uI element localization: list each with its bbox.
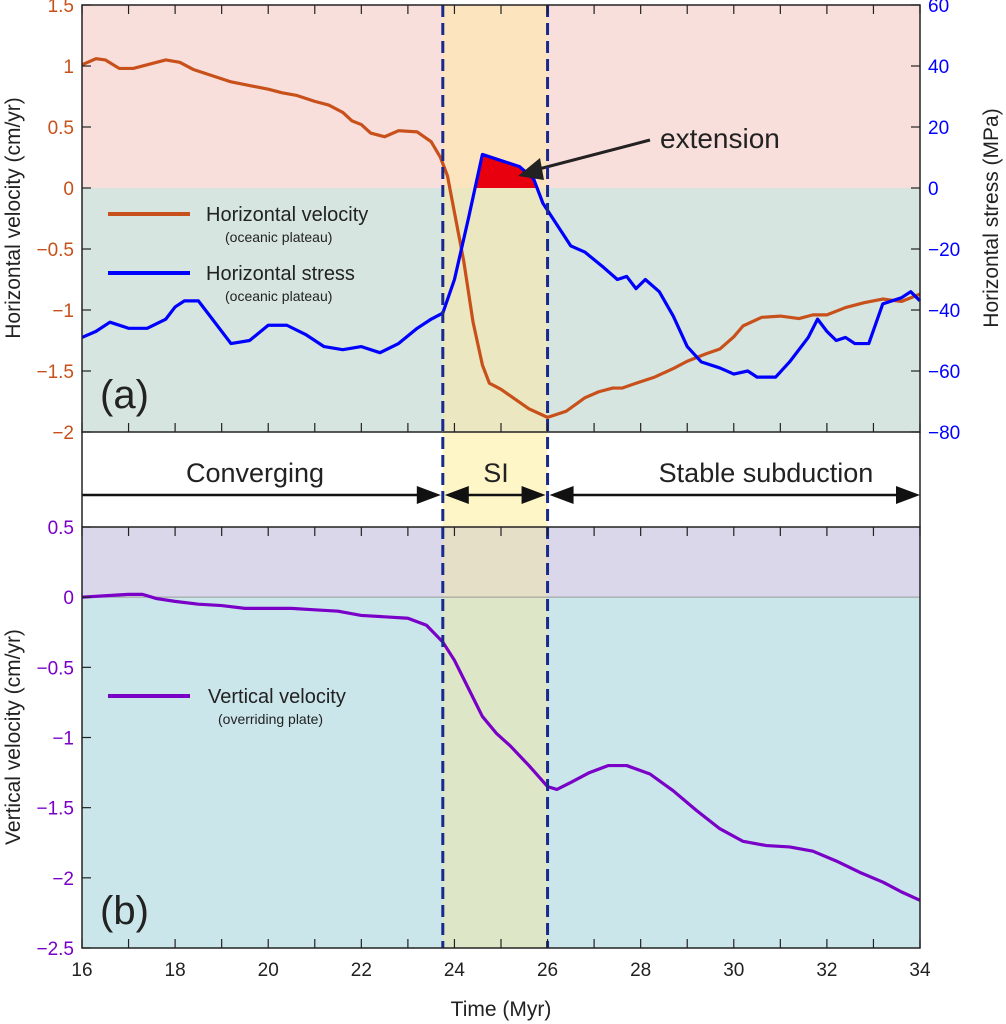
y-left-top-tick-label: −2 bbox=[52, 423, 74, 444]
y-left-bottom-tick-label: −1.5 bbox=[36, 799, 74, 820]
si-arrow-head-left bbox=[444, 486, 469, 504]
y-left-bottom-tick-label: −2 bbox=[52, 869, 74, 890]
vertical-velocity-line bbox=[81, 592, 921, 902]
y-left-bottom-tick-label: 0 bbox=[63, 588, 74, 609]
y-right-top-tick-label: 0 bbox=[928, 179, 939, 200]
extension-annotation: extension bbox=[660, 123, 780, 154]
y-right-top-tick-label: −80 bbox=[928, 423, 960, 444]
x-axis-title: Time (Myr) bbox=[451, 998, 552, 1021]
y-left-top-tick-label: 0.5 bbox=[48, 118, 74, 139]
y-left-top-tick-label: −0.5 bbox=[36, 240, 74, 261]
y-left-title-bottom: Vertical velocity (cm/yr) bbox=[2, 629, 25, 845]
y-left-top-tick-label: −1.5 bbox=[36, 362, 74, 383]
stable-arrow-head-right bbox=[896, 486, 920, 504]
stable-arrow-head-left bbox=[549, 486, 574, 504]
x-tick-label: 22 bbox=[351, 960, 372, 981]
y-right-top-tick-label: −20 bbox=[928, 240, 960, 261]
legend-stress-label: Horizontal stress bbox=[206, 263, 355, 285]
y-left-top-tick-label: −1 bbox=[52, 301, 74, 322]
y-left-top-tick-label: 1.5 bbox=[48, 0, 74, 17]
x-tick-label: 30 bbox=[723, 960, 744, 981]
y-left-title-top: Horizontal velocity (cm/yr) bbox=[2, 97, 25, 339]
y-right-top-tick-label: 20 bbox=[928, 118, 949, 139]
converging-arrow-head bbox=[416, 486, 441, 504]
x-tick-label: 24 bbox=[444, 960, 466, 981]
legend-vertical-sub: (overriding plate) bbox=[218, 711, 323, 727]
bottom-positive-region bbox=[82, 527, 920, 598]
legend-velocity-sub: (oceanic plateau) bbox=[225, 229, 332, 245]
y-right-title-top: Horizontal stress (MPa) bbox=[980, 108, 1003, 327]
legend-stress-sub: (oceanic plateau) bbox=[225, 288, 332, 304]
x-tick-label: 16 bbox=[71, 960, 92, 981]
x-tick-label: 32 bbox=[816, 960, 837, 981]
extension-arrow-head bbox=[518, 158, 544, 180]
y-right-top-tick-label: −40 bbox=[928, 301, 960, 322]
legend-vertical-label: Vertical velocity bbox=[208, 686, 346, 708]
si-arrow-head-right bbox=[521, 486, 546, 504]
phase-label-converging: Converging bbox=[186, 458, 324, 488]
y-left-bottom-tick-label: 0.5 bbox=[48, 518, 74, 539]
bottom-negative-region bbox=[82, 597, 920, 948]
x-tick-label: 28 bbox=[630, 960, 651, 981]
x-tick-label: 18 bbox=[165, 960, 186, 981]
y-right-top-tick-label: −60 bbox=[928, 362, 960, 383]
extension-fill bbox=[475, 154, 538, 188]
extension-arrow-shaft bbox=[534, 138, 651, 172]
y-left-bottom-tick-label: −2.5 bbox=[36, 939, 74, 960]
x-tick-label: 20 bbox=[258, 960, 279, 981]
legend-velocity-label: Horizontal velocity bbox=[206, 204, 368, 226]
y-left-top-tick-label: 0 bbox=[63, 179, 74, 200]
y-right-top-tick-label: 60 bbox=[928, 0, 949, 17]
panel-a-label: (a) bbox=[100, 373, 149, 417]
phase-label-si: SI bbox=[483, 458, 509, 488]
si-band-bottom bbox=[442, 527, 548, 948]
y-right-top-tick-label: 40 bbox=[928, 57, 949, 78]
si-band-middle bbox=[442, 432, 548, 527]
y-left-top-tick-label: 1 bbox=[63, 57, 74, 78]
x-tick-label: 34 bbox=[909, 960, 931, 981]
phase-label-stable: Stable subduction bbox=[659, 458, 874, 488]
y-left-bottom-tick-label: −1 bbox=[52, 729, 74, 750]
panel-b-label: (b) bbox=[100, 889, 149, 933]
si-band-top bbox=[442, 5, 548, 432]
horizontal-velocity-line bbox=[81, 57, 921, 419]
x-tick-label: 26 bbox=[537, 960, 558, 981]
y-left-bottom-tick-label: −0.5 bbox=[36, 658, 74, 679]
horizontal-stress-line bbox=[81, 152, 922, 379]
